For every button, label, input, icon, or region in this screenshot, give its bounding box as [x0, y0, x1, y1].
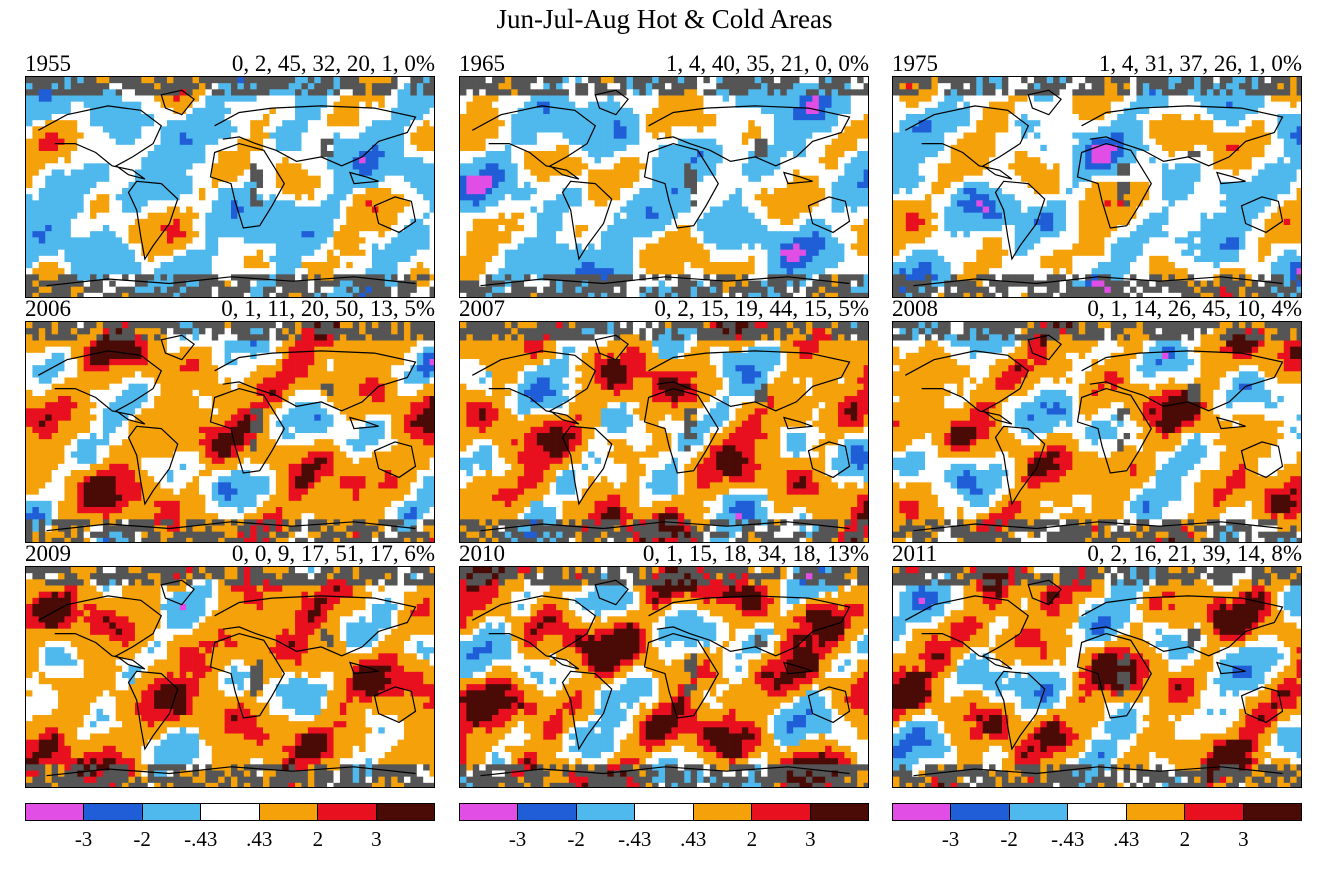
coastlines	[472, 89, 851, 287]
colorbar-swatch	[635, 804, 694, 820]
panel-area-percentages: 0, 0, 9, 17, 51, 17, 6%	[232, 542, 435, 566]
colorbar-swatch	[1068, 804, 1127, 820]
anomaly-map	[25, 566, 435, 788]
map-panel-1975: 1975 1, 4, 31, 37, 26, 1, 0%	[892, 52, 1302, 298]
colorbar-tick-label: -.43	[1051, 827, 1084, 852]
map-panel-2010: 2010 0, 1, 15, 18, 34, 18, 13%	[459, 542, 869, 788]
colorbar-tick-label: -2	[1000, 827, 1018, 852]
colorbar-tick-label: -.43	[618, 827, 651, 852]
map-panel-2006: 2006 0, 1, 11, 20, 50, 13, 5%	[25, 297, 435, 543]
panel-area-percentages: 0, 1, 14, 26, 45, 10, 4%	[1087, 297, 1302, 321]
map-panel-2008: 2008 0, 1, 14, 26, 45, 10, 4%	[892, 297, 1302, 543]
map-panel-2009: 2009 0, 0, 9, 17, 51, 17, 6%	[25, 542, 435, 788]
colorbar-tick-label: -2	[567, 827, 585, 852]
panel-area-percentages: 0, 1, 11, 20, 50, 13, 5%	[221, 297, 435, 321]
anomaly-grid	[26, 77, 434, 297]
colorbar-tick-label: 2	[747, 827, 758, 852]
colorbar-tick-label: 3	[1238, 827, 1249, 852]
colorbar-tick-label: 3	[371, 827, 382, 852]
panel-year: 2009	[25, 542, 71, 566]
map-panel-1965: 1965 1, 4, 40, 35, 21, 0, 0%	[459, 52, 869, 298]
coastlines	[38, 89, 417, 287]
figure-title: Jun-Jul-Aug Hot & Cold Areas	[0, 4, 1329, 35]
map-panel-1955: 1955 0, 2, 45, 32, 20, 1, 0%	[25, 52, 435, 298]
colorbar-1: -3 -2 -.43 .43 2 3	[25, 803, 435, 863]
colorbar-tick-label: .43	[246, 827, 272, 852]
colorbar-swatch	[1185, 804, 1244, 820]
anomaly-map	[459, 321, 869, 543]
colorbar-tick-label: -2	[133, 827, 151, 852]
colorbar-tick-label: -3	[942, 827, 960, 852]
colorbar-tick-label: 2	[313, 827, 324, 852]
colorbar-tick-label: -3	[509, 827, 527, 852]
panel-area-percentages: 0, 2, 16, 21, 39, 14, 8%	[1087, 542, 1302, 566]
colorbar-swatch	[460, 804, 519, 820]
colorbar-swatches	[892, 803, 1302, 821]
anomaly-grid	[893, 567, 1301, 787]
coastlines	[905, 334, 1284, 532]
colorbar-tick-label: -3	[75, 827, 93, 852]
colorbar-2: -3 -2 -.43 .43 2 3	[459, 803, 869, 863]
coastlines	[472, 334, 851, 532]
panel-area-percentages: 0, 1, 15, 18, 34, 18, 13%	[643, 542, 869, 566]
colorbar-tick-label: .43	[680, 827, 706, 852]
colorbar-tick-label: .43	[1113, 827, 1139, 852]
coastlines	[905, 579, 1284, 777]
panel-year: 1965	[459, 52, 505, 76]
anomaly-grid	[460, 322, 868, 542]
colorbar-swatch	[810, 804, 868, 820]
colorbar-swatch	[84, 804, 143, 820]
colorbar-swatch	[518, 804, 577, 820]
colorbar-swatches	[25, 803, 435, 821]
anomaly-grid	[893, 77, 1301, 297]
colorbar-3: -3 -2 -.43 .43 2 3	[892, 803, 1302, 863]
anomaly-map	[25, 76, 435, 298]
panel-year: 2007	[459, 297, 505, 321]
colorbar-tick-label: -.43	[184, 827, 217, 852]
colorbar-swatch	[951, 804, 1010, 820]
colorbar-swatch	[26, 804, 85, 820]
anomaly-map	[459, 566, 869, 788]
colorbar-tick-label: 2	[1180, 827, 1191, 852]
panel-area-percentages: 0, 2, 15, 19, 44, 15, 5%	[654, 297, 869, 321]
anomaly-map	[459, 76, 869, 298]
colorbar-swatch	[1009, 804, 1069, 820]
panel-year: 2006	[25, 297, 71, 321]
panel-year: 2010	[459, 542, 505, 566]
map-panel-2007: 2007 0, 2, 15, 19, 44, 15, 5%	[459, 297, 869, 543]
panel-year: 1955	[25, 52, 71, 76]
colorbar-swatch	[201, 804, 260, 820]
colorbar-swatch	[752, 804, 811, 820]
coastlines	[38, 334, 417, 532]
colorbar-swatch	[376, 804, 434, 820]
colorbar-swatch	[693, 804, 753, 820]
panel-year: 1975	[892, 52, 938, 76]
coastlines	[38, 579, 417, 777]
colorbar-swatch	[318, 804, 377, 820]
colorbar-swatch	[259, 804, 319, 820]
colorbar-swatch	[142, 804, 202, 820]
anomaly-grid	[460, 567, 868, 787]
anomaly-map	[892, 566, 1302, 788]
colorbar-swatch	[893, 804, 952, 820]
panel-year: 2008	[892, 297, 938, 321]
anomaly-grid	[26, 322, 434, 542]
colorbar-swatch	[1126, 804, 1186, 820]
panel-area-percentages: 1, 4, 31, 37, 26, 1, 0%	[1099, 52, 1302, 76]
colorbar-swatch	[1243, 804, 1301, 820]
anomaly-map	[892, 76, 1302, 298]
panel-area-percentages: 0, 2, 45, 32, 20, 1, 0%	[232, 52, 435, 76]
panel-area-percentages: 1, 4, 40, 35, 21, 0, 0%	[666, 52, 869, 76]
coastlines	[472, 579, 851, 777]
anomaly-map	[892, 321, 1302, 543]
anomaly-map	[25, 321, 435, 543]
coastlines	[905, 89, 1284, 287]
colorbar-tick-label: 3	[805, 827, 816, 852]
map-panel-2011: 2011 0, 2, 16, 21, 39, 14, 8%	[892, 542, 1302, 788]
colorbar-swatch	[576, 804, 636, 820]
panel-year: 2011	[892, 542, 937, 566]
colorbar-swatches	[459, 803, 869, 821]
anomaly-grid	[893, 322, 1301, 542]
